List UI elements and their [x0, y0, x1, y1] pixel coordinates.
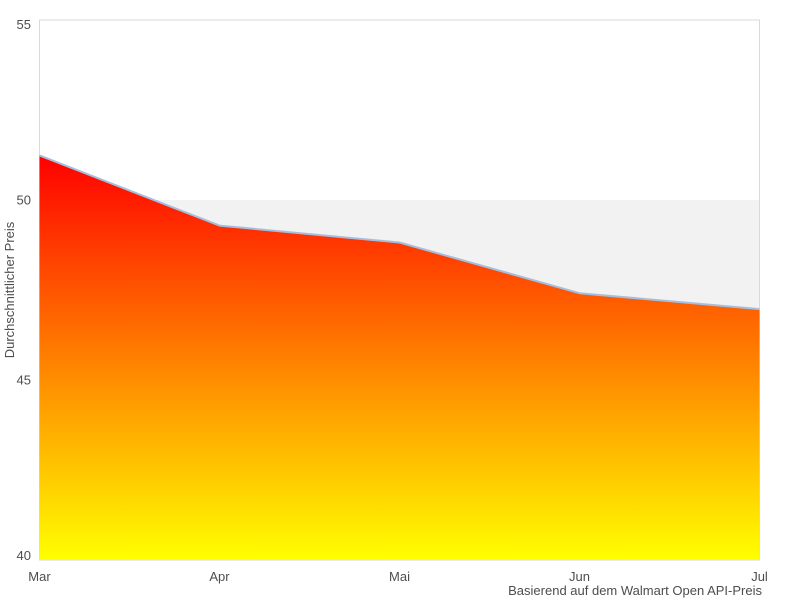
y-tick-55: 55 [17, 17, 31, 32]
x-tick-mar: Mar [28, 569, 51, 584]
x-axis-labels: Mar Apr Mai Jun Jul [28, 569, 768, 584]
price-area-fill [39, 155, 760, 560]
y-tick-40: 40 [17, 548, 31, 563]
x-tick-apr: Apr [209, 569, 230, 584]
y-axis-title: Durchschnittlicher Preis [2, 221, 17, 358]
x-tick-jul: Jul [751, 569, 768, 584]
y-tick-45: 45 [17, 373, 31, 388]
chart-caption: Basierend auf dem Walmart Open API-Preis [508, 583, 762, 598]
price-line [39, 154, 760, 311]
x-tick-mai: Mai [389, 569, 410, 584]
x-tick-jun: Jun [569, 569, 590, 584]
y-tick-50: 50 [17, 193, 31, 208]
y-axis-labels: 40 45 50 55 [17, 17, 31, 563]
